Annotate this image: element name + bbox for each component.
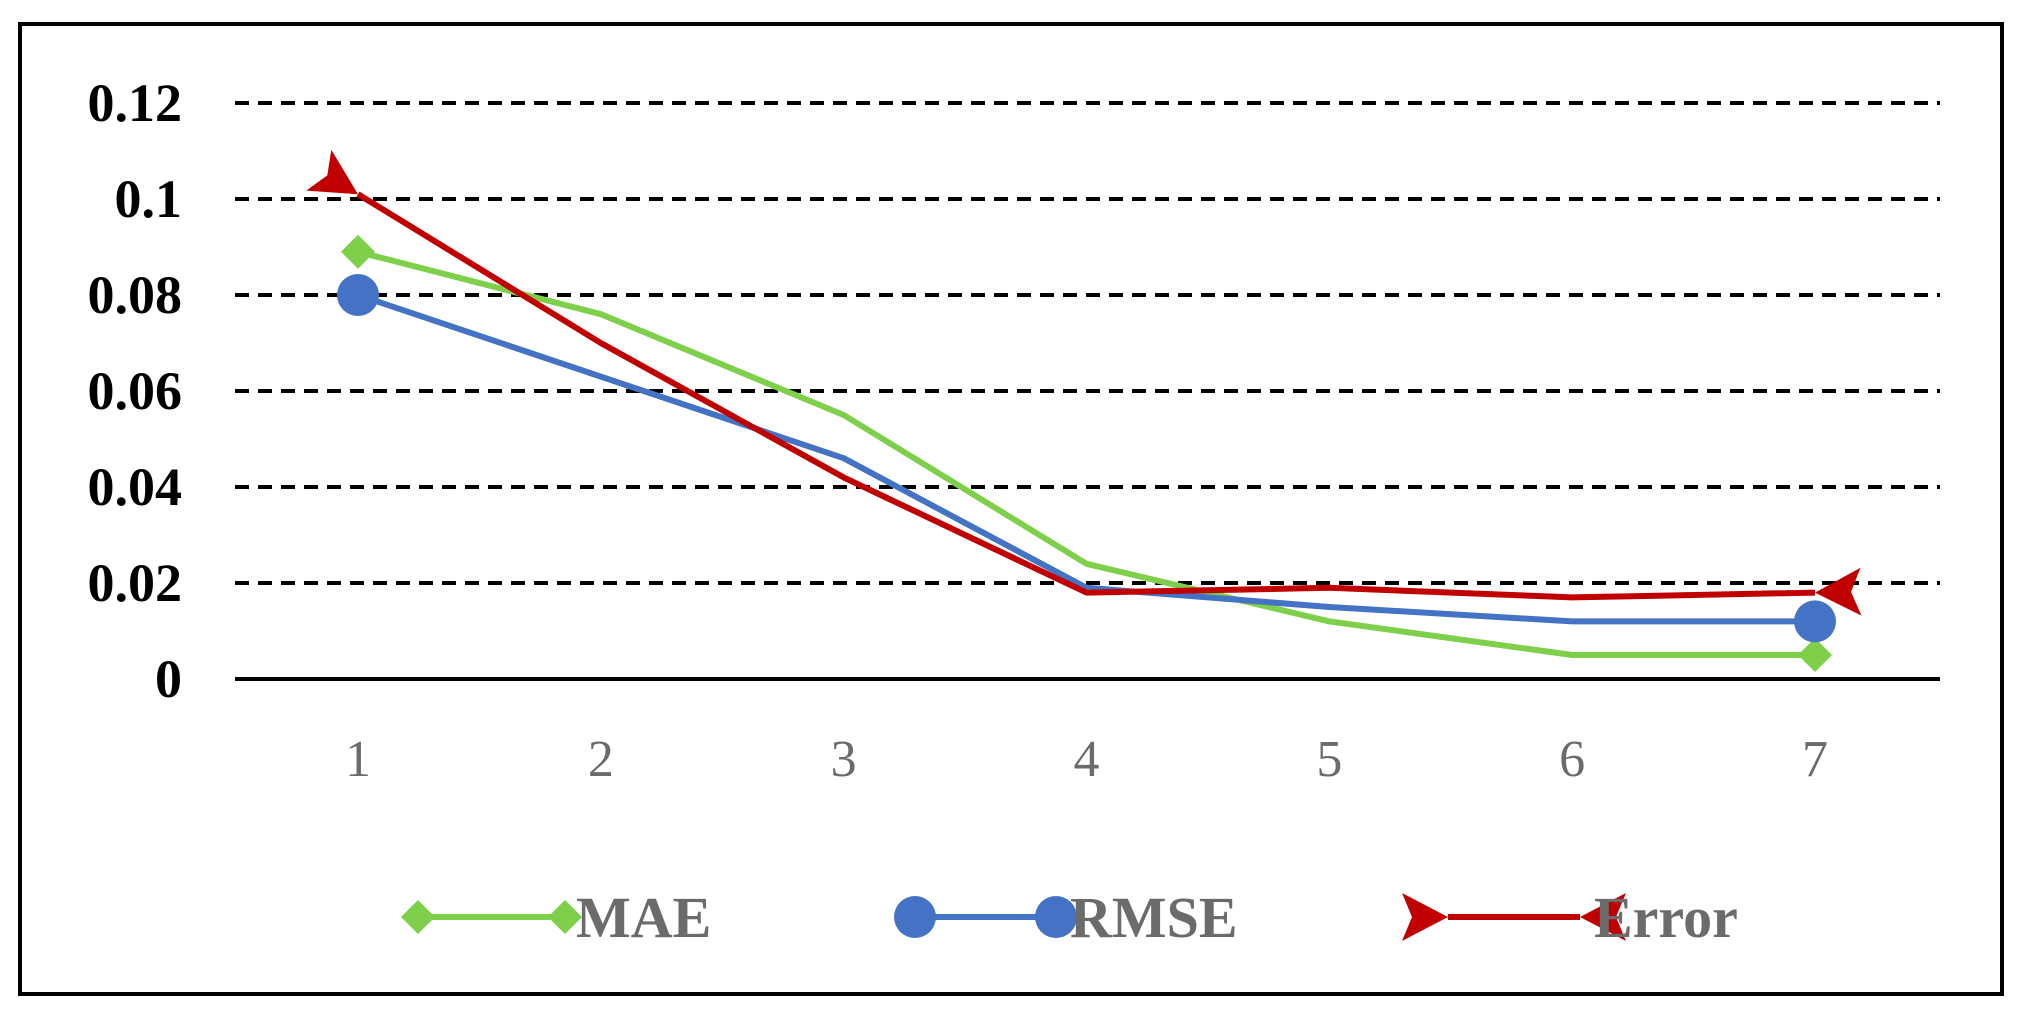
legend-item-rmse: RMSE xyxy=(894,885,1238,950)
rmse-point-marker xyxy=(337,274,379,316)
legend-label: RMSE xyxy=(1070,885,1238,950)
series-lines xyxy=(306,149,1862,672)
legend: MAE RMSE Error xyxy=(401,885,1738,950)
mae-point-marker xyxy=(341,234,375,269)
legend-marker xyxy=(401,900,435,934)
y-tick-label: 0.1 xyxy=(115,169,183,229)
x-tick-label: 1 xyxy=(345,731,371,788)
legend-item-error: Error xyxy=(1402,885,1738,950)
legend-label: Error xyxy=(1594,885,1738,950)
gridlines xyxy=(235,101,1940,585)
y-tick-label: 0 xyxy=(155,649,182,709)
legend-item-mae: MAE xyxy=(401,885,711,950)
mae-point-marker xyxy=(1798,638,1832,672)
series-rmse xyxy=(337,274,1836,643)
y-tick-label: 0.08 xyxy=(88,265,183,325)
y-tick-label: 0.04 xyxy=(88,457,183,517)
series-error xyxy=(306,149,1862,616)
legend-marker xyxy=(1035,896,1077,938)
x-tick-label: 2 xyxy=(588,731,614,788)
series-mae xyxy=(341,234,1832,672)
rmse-point-marker xyxy=(1794,600,1836,643)
legend-marker xyxy=(894,896,936,938)
x-axis-tick-labels: 1 2 3 4 5 6 7 xyxy=(345,731,1828,788)
x-tick-label: 4 xyxy=(1074,731,1100,788)
error-line xyxy=(306,149,1862,616)
y-tick-label: 0.12 xyxy=(88,73,183,133)
legend-label: MAE xyxy=(576,885,711,950)
x-tick-label: 3 xyxy=(831,731,857,788)
y-axis-tick-labels: 0 0.02 0.04 0.06 0.08 0.1 0.12 xyxy=(88,73,183,709)
y-tick-label: 0.02 xyxy=(88,553,183,613)
legend-marker xyxy=(548,900,582,934)
x-tick-label: 7 xyxy=(1802,731,1828,788)
rmse-line xyxy=(355,292,1818,625)
x-tick-label: 5 xyxy=(1316,731,1342,788)
y-tick-label: 0.06 xyxy=(88,361,183,421)
x-tick-label: 6 xyxy=(1559,731,1585,788)
